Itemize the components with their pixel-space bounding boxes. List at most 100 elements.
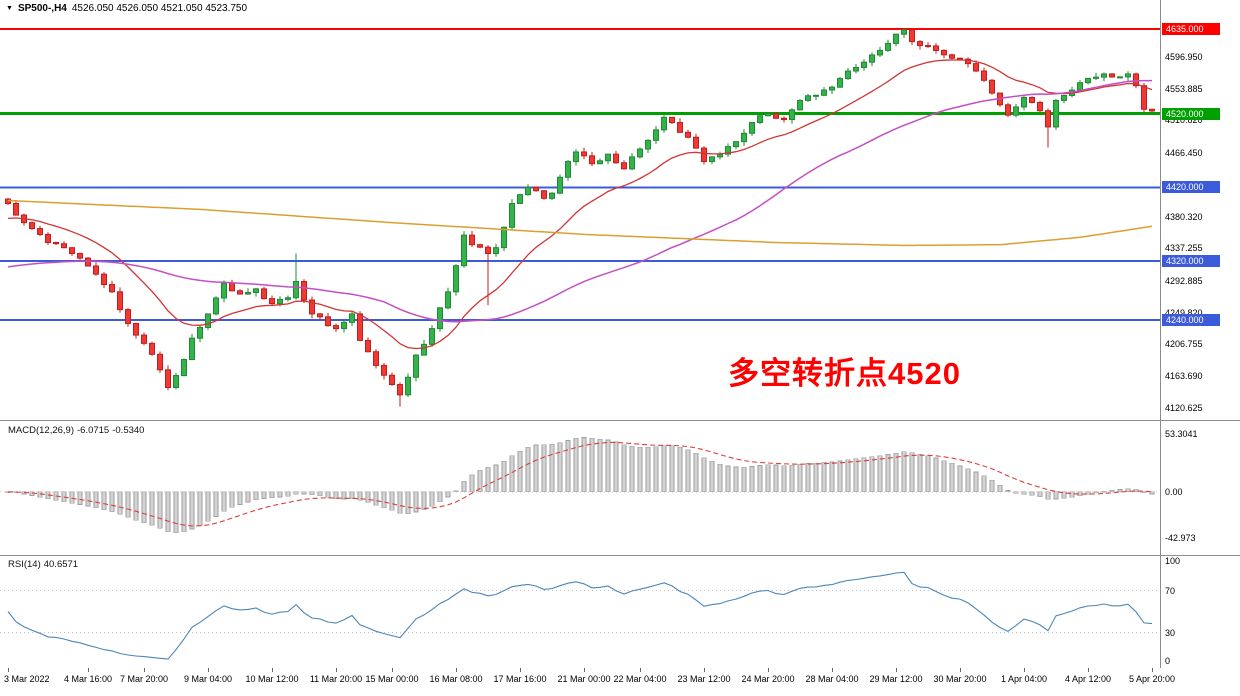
time-axis[interactable]: 3 Mar 2022 4 Mar 16:00 7 Mar 20:00 9 Mar 04… (0, 668, 1240, 696)
bear-candle (69, 247, 75, 255)
macd-histogram-bar (93, 491, 99, 508)
chart-collapse-icon[interactable]: ▼ (6, 5, 13, 12)
price-badge-4520: 4520.000 (1162, 107, 1220, 120)
macd-histogram-bar (485, 467, 491, 493)
macd-histogram-bar (701, 457, 707, 493)
time-axis-label: 24 Mar 20:00 (741, 674, 795, 684)
macd-histogram-bar (869, 456, 875, 493)
bull-candle (245, 292, 251, 295)
macd-histogram-bar (397, 491, 403, 514)
bull-candle (893, 33, 899, 44)
macd-histogram-bar (541, 444, 547, 493)
macd-histogram-bar (797, 464, 803, 493)
macd-indicator-label: MACD(12,26,9) -6.0715 -0.5340 (8, 425, 144, 436)
bull-candle (645, 139, 651, 150)
price-scale-label: 4337.255 (1165, 243, 1203, 254)
macd-scale-label: 0.00 (1165, 486, 1183, 497)
macd-histogram-bar (221, 491, 227, 512)
macd-histogram-bar (229, 491, 235, 508)
bull-candle (517, 194, 523, 204)
bull-candle (493, 247, 499, 255)
time-axis-label: 29 Mar 12:00 (869, 674, 923, 684)
macd-histogram-bar (549, 443, 555, 493)
time-axis-tick (272, 668, 273, 672)
macd-histogram-bar (493, 464, 499, 493)
chart-annotation-text[interactable]: 多空转折点4520 (728, 356, 961, 391)
macd-histogram-bar (597, 439, 603, 493)
bull-candle (1061, 94, 1067, 101)
price-scale-axis[interactable]: 4596.950 4553.885 4510.820 4466.450 4380.320… (1161, 0, 1240, 668)
macd-histogram-bar (165, 491, 171, 532)
time-axis-tick (520, 668, 521, 672)
price-badge-4320: 4320.000 (1162, 254, 1220, 267)
price-scale-label: 4120.625 (1165, 402, 1203, 413)
bear-candle (933, 45, 939, 51)
bull-candle (813, 94, 819, 97)
macd-histogram-bar (1141, 491, 1147, 494)
macd-histogram-bar (813, 462, 819, 493)
macd-histogram-bar (517, 450, 523, 493)
macd-histogram-bar (293, 491, 299, 495)
macd-histogram-bar (277, 491, 283, 498)
bear-candle (701, 147, 707, 163)
macd-histogram-bar (405, 491, 411, 514)
bear-candle (229, 282, 235, 292)
time-axis-label: 28 Mar 04:00 (805, 674, 859, 684)
bull-candle (901, 29, 907, 35)
time-axis-tick (1088, 668, 1089, 672)
bull-candle (1021, 96, 1027, 108)
bear-candle (685, 131, 691, 138)
bear-candle (693, 136, 699, 149)
bear-candle (109, 283, 115, 293)
macd-histogram-bar (1053, 491, 1059, 500)
bear-candle (133, 322, 139, 336)
bull-candle (285, 297, 291, 300)
bear-candle (941, 49, 947, 56)
macd-histogram-bar (589, 438, 595, 493)
macd-histogram-bar (1021, 491, 1027, 495)
macd-histogram-bar (853, 458, 859, 493)
macd-histogram-bar (925, 455, 931, 493)
macd-histogram-bar (365, 491, 371, 503)
bull-candle (557, 176, 563, 194)
rsi-scale-label: 100 (1165, 556, 1181, 566)
macd-histogram-bar (341, 491, 347, 500)
macd-histogram-bar (973, 471, 979, 493)
time-axis-tick (8, 668, 9, 672)
bull-candle (629, 156, 635, 170)
macd-histogram-bar (301, 491, 307, 495)
bear-candle (325, 316, 331, 327)
bull-candle (197, 326, 203, 339)
macd-histogram-bar (325, 491, 331, 498)
rsi-name: RSI(14) (8, 559, 41, 570)
macd-histogram-bar (253, 491, 259, 500)
bear-candle (965, 58, 971, 65)
macd-histogram-bar (213, 491, 219, 517)
time-axis-label: 7 Mar 20:00 (119, 674, 169, 684)
bear-candle (613, 153, 619, 164)
bull-candle (349, 313, 355, 323)
macd-histogram-bar (621, 444, 627, 493)
macd-histogram-bar (461, 480, 467, 493)
time-axis-tick (392, 668, 393, 672)
macd-histogram-bar (133, 491, 139, 521)
macd-histogram-bar (421, 491, 427, 510)
bear-candle (261, 288, 267, 300)
macd-histogram-bar (837, 460, 843, 493)
bear-candle (45, 233, 51, 243)
bull-candle (1117, 76, 1123, 79)
macd-histogram-bar (565, 440, 571, 493)
bear-candle (389, 374, 395, 386)
time-axis-label: 9 Mar 04:00 (183, 674, 233, 684)
bear-candle (237, 290, 243, 295)
bear-candle (397, 384, 403, 396)
time-axis-tick (1152, 668, 1153, 672)
rsi-indicator-label: RSI(14) 40.6571 (8, 559, 78, 570)
macd-signal-line (7, 441, 1153, 527)
macd-histogram-bar (317, 491, 323, 497)
macd-scale-label: 53.3041 (1165, 429, 1198, 440)
bull-candle (181, 359, 187, 377)
bull-candle (829, 86, 835, 91)
ma-slow-orange (7, 199, 1153, 247)
